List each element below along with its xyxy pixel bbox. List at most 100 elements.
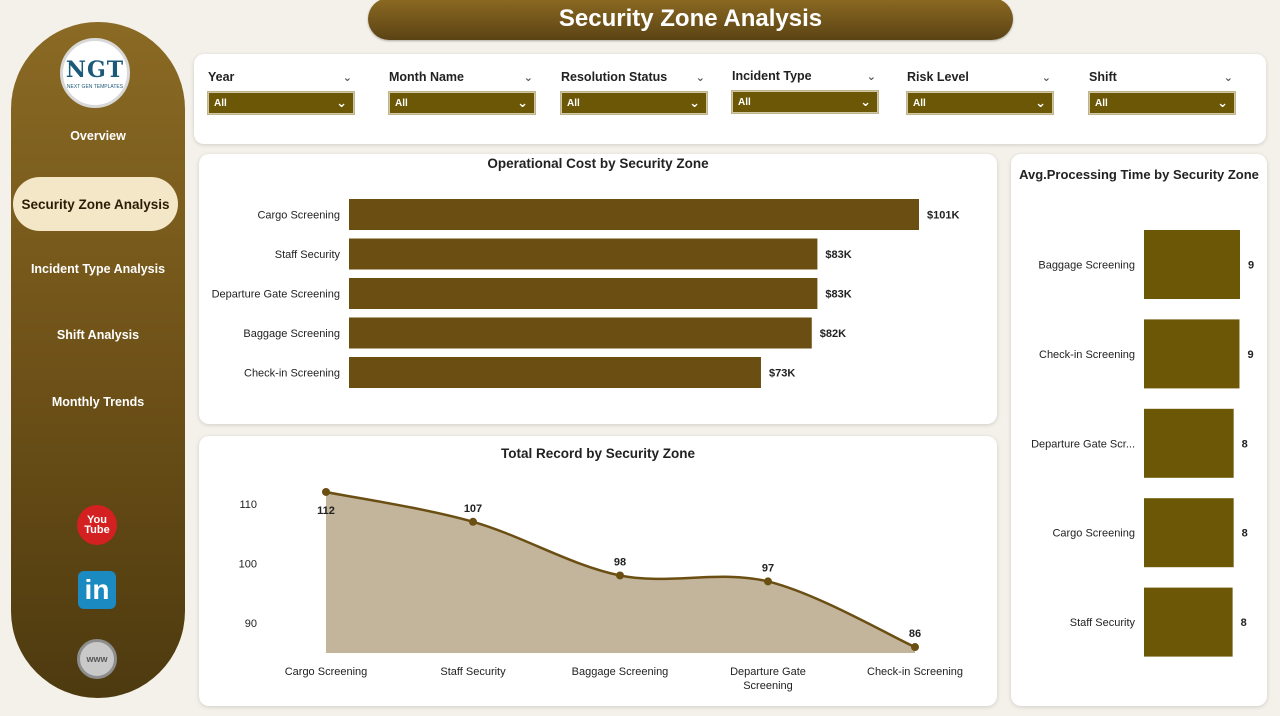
category-label: Departure Gate Screening (212, 289, 340, 301)
filter-resolution-status: Resolution Status ⌄ All ⌄ (560, 70, 709, 115)
data-label: 97 (762, 562, 774, 574)
select-value: All (738, 96, 751, 108)
data-label: $101K (927, 210, 959, 222)
category-label: Check-in Screening (244, 368, 340, 380)
data-point (469, 517, 477, 526)
x-tick-label: Baggage Screening (572, 666, 669, 678)
x-tick-label: Staff Security (440, 666, 506, 678)
data-label: 8 (1242, 528, 1248, 540)
data-label: $83K (825, 289, 851, 301)
operational-cost-card: Operational Cost by Security Zone Cargo … (199, 154, 997, 424)
website-globe-icon[interactable]: www (77, 639, 117, 679)
nav-item-monthly-trends[interactable]: Monthly Trends (51, 395, 145, 409)
year-select[interactable]: All ⌄ (207, 91, 355, 115)
chevron-down-icon: ⌄ (689, 95, 700, 110)
resolution-status-select[interactable]: All ⌄ (560, 91, 708, 115)
category-label: Staff Security (275, 249, 341, 261)
chevron-down-icon[interactable]: ⌄ (695, 71, 705, 84)
category-label: Cargo Screening (257, 210, 340, 222)
logo-subtext: NEXT GEN TEMPLATES (66, 83, 124, 90)
data-label: 9 (1247, 349, 1253, 361)
chevron-down-icon[interactable]: ⌄ (342, 71, 352, 84)
operational-cost-chart: Cargo Screening $101K Staff Security $83K De… (212, 199, 959, 388)
chevron-down-icon: ⌄ (517, 95, 528, 110)
chevron-down-icon[interactable]: ⌄ (1041, 71, 1051, 84)
data-label: 8 (1242, 438, 1248, 450)
nav-item-security-zone-analysis[interactable]: Security Zone Analysis (13, 177, 178, 231)
chevron-down-icon: ⌄ (860, 94, 871, 109)
total-record-card: Total Record by Security Zone 110 100 90 11… (199, 436, 997, 706)
select-value: All (395, 97, 408, 109)
data-point (616, 571, 624, 580)
bar (1144, 230, 1240, 299)
chevron-down-icon[interactable]: ⌄ (523, 71, 533, 84)
chevron-down-icon[interactable]: ⌄ (866, 70, 876, 83)
data-label: $73K (769, 368, 795, 380)
select-value: All (913, 97, 926, 109)
y-tick-label: 100 (239, 559, 257, 571)
filter-label: Month Name (389, 70, 464, 84)
chevron-down-icon: ⌄ (336, 95, 347, 110)
page-title-banner: Security Zone Analysis (368, 0, 1013, 40)
category-label: Check-in Screening (1039, 349, 1135, 361)
linkedin-icon-box: in (78, 571, 116, 609)
data-label: 98 (614, 556, 626, 568)
incident-type-select[interactable]: All ⌄ (731, 90, 879, 114)
chevron-down-icon: ⌄ (1217, 95, 1228, 110)
chart-title: Operational Cost by Security Zone (487, 156, 709, 171)
sidebar: NGT NEXT GEN TEMPLATES Overview Security… (11, 22, 185, 698)
x-tick-label: Screening (743, 680, 793, 692)
data-label: $83K (825, 249, 851, 261)
category-label: Departure Gate Scr... (1031, 438, 1135, 450)
nav-item-shift-analysis[interactable]: Shift Analysis (56, 328, 140, 342)
select-value: All (1095, 97, 1108, 109)
filter-risk-level: Risk Level ⌄ All ⌄ (906, 70, 1055, 115)
y-tick-label: 90 (245, 618, 257, 630)
data-label: 112 (317, 505, 335, 517)
bar (1144, 587, 1233, 657)
bar (1144, 498, 1234, 568)
filter-month-name: Month Name ⌄ All ⌄ (388, 70, 537, 115)
chevron-down-icon[interactable]: ⌄ (1223, 71, 1233, 84)
chart-title: Avg.Processing Time by Security Zone (1019, 167, 1259, 182)
filter-label: Incident Type (732, 69, 812, 83)
filter-label: Year (208, 70, 235, 84)
nav-item-overview[interactable]: Overview (70, 129, 126, 143)
y-tick-label: 110 (239, 499, 257, 511)
logo: NGT NEXT GEN TEMPLATES (60, 38, 130, 108)
page-title: Security Zone Analysis (558, 5, 823, 32)
shift-select[interactable]: All ⌄ (1088, 91, 1236, 115)
x-tick-label: Cargo Screening (285, 666, 368, 678)
youtube-icon[interactable]: You Tube (77, 505, 117, 545)
filter-incident-type: Incident Type ⌄ All ⌄ (731, 69, 880, 114)
select-value: All (214, 97, 227, 109)
bar (349, 317, 812, 349)
bar (349, 278, 818, 309)
data-label: $82K (820, 328, 846, 340)
category-label: Baggage Screening (1038, 260, 1135, 272)
filter-label: Risk Level (907, 70, 969, 84)
logo-text: NGT (65, 56, 125, 83)
area-fill (326, 491, 915, 653)
total-record-chart: 110 100 90 112 107 98 97 86 Cargo Screening Staff… (239, 487, 963, 692)
nav-item-incident-type-analysis[interactable]: Incident Type Analysis (30, 262, 166, 276)
linkedin-icon[interactable]: in (77, 570, 117, 610)
bar (349, 199, 919, 230)
filters-panel: Year ⌄ All ⌄ Month Name ⌄ All ⌄ Resolution S… (194, 54, 1266, 144)
filter-label: Shift (1089, 70, 1117, 84)
category-label: Cargo Screening (1052, 528, 1135, 540)
month-name-select[interactable]: All ⌄ (388, 91, 536, 115)
risk-level-select[interactable]: All ⌄ (906, 91, 1054, 115)
chevron-down-icon: ⌄ (1035, 95, 1046, 110)
data-label: 107 (464, 503, 482, 515)
avg-processing-time-chart: Baggage Screening 9 Check-in Screening 9 Dep… (1031, 230, 1254, 657)
data-label: 9 (1248, 260, 1254, 272)
data-point (764, 577, 772, 586)
data-label: 8 (1241, 617, 1247, 629)
data-point (322, 487, 330, 496)
chart-title: Total Record by Security Zone (500, 446, 696, 461)
filter-year: Year ⌄ All ⌄ (207, 70, 356, 115)
x-tick-label: Check-in Screening (867, 666, 963, 678)
x-tick-label: Departure Gate (730, 666, 806, 678)
bar (1144, 408, 1234, 478)
